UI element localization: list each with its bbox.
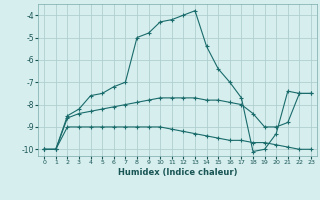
X-axis label: Humidex (Indice chaleur): Humidex (Indice chaleur) xyxy=(118,168,237,177)
